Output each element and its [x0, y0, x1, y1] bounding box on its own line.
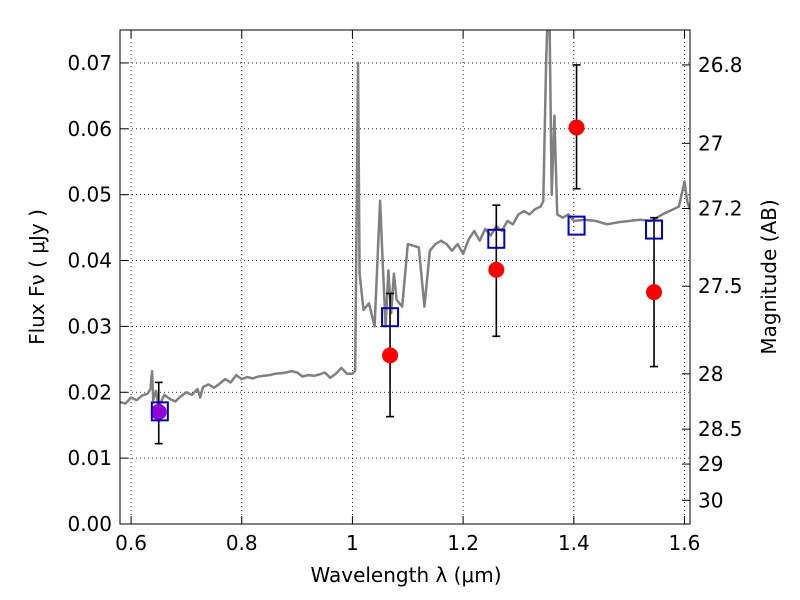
y-tick-label: 0.04 [67, 249, 112, 273]
data-point [150, 404, 167, 421]
y2-tick-label: 28.5 [698, 417, 743, 441]
y-tick-label: 0.07 [67, 51, 112, 75]
observed-points [150, 64, 663, 445]
tick-labels: 0.6 0.8 1 1.2 1.4 1.6 0.00 0.01 0.02 0.03 0.04 0.05… [67, 51, 742, 555]
y2-axis-label: Magnitude (AB) [757, 199, 781, 354]
model-square [381, 307, 400, 328]
model-square [487, 228, 506, 249]
model-square [645, 219, 664, 240]
y2-tick-label: 27.2 [698, 196, 743, 220]
spectrum-line [120, 30, 690, 409]
x-axis-label: Wavelength λ (μm) [310, 563, 501, 587]
y-tick-label: 0.01 [67, 446, 112, 470]
y-tick-label: 0.02 [67, 380, 112, 404]
x-tick-label: 1 [346, 531, 359, 555]
model-square [567, 215, 586, 236]
data-point [382, 347, 399, 364]
x-tick-label: 0.8 [226, 531, 258, 555]
y2-tick-label: 30 [698, 488, 723, 512]
y2-tick-label: 27.5 [698, 274, 743, 298]
y2-tick-label: 28 [698, 362, 723, 386]
y-axis-label: Flux Fν ( μJy ) [25, 209, 49, 345]
y2-tick-label: 29 [698, 452, 723, 476]
data-point [646, 284, 663, 301]
data-point [568, 119, 585, 136]
y-tick-label: 0.05 [67, 183, 112, 207]
y2-tick-label: 26.8 [698, 53, 743, 77]
x-tick-label: 1.6 [669, 531, 701, 555]
plot-frame [119, 29, 691, 525]
data-point [488, 261, 505, 278]
y-tick-label: 0.06 [67, 117, 112, 141]
y2-tick-label: 27 [698, 131, 723, 155]
model-square [150, 401, 169, 422]
spectrum-series [120, 30, 690, 409]
y-tick-label: 0.03 [67, 314, 112, 338]
y-tick-label: 0.00 [67, 512, 112, 536]
model-squares [150, 215, 664, 422]
axis-ticks [120, 30, 690, 525]
x-tick-label: 1.4 [558, 531, 590, 555]
x-tick-label: 0.6 [115, 531, 147, 555]
x-tick-label: 1.2 [447, 531, 479, 555]
